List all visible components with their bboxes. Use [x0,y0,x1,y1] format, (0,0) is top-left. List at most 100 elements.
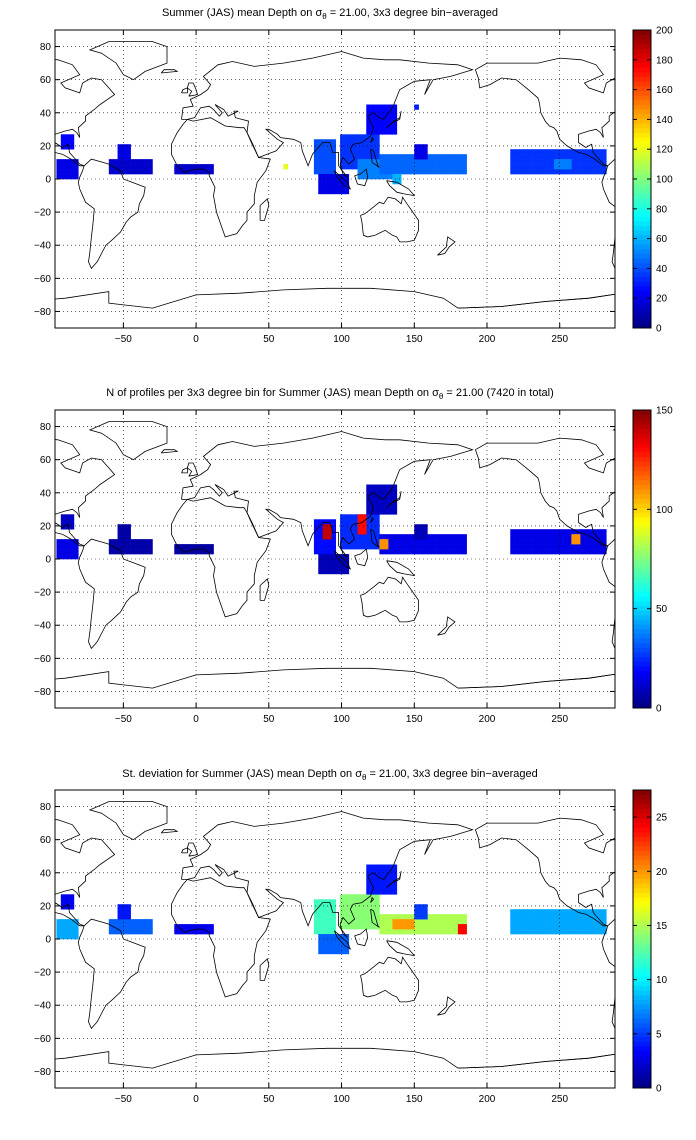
data-cell [532,544,537,550]
data-cell [348,534,354,540]
data-cell [331,919,337,925]
data-cell [113,159,118,165]
data-cell [396,924,402,930]
data-cell [514,534,520,540]
colorbar-segment [633,113,651,119]
data-cell [322,144,328,150]
data-cell [375,889,380,895]
data-cell [113,919,118,925]
data-cell [392,489,398,495]
data-cell [536,529,542,535]
data-cell [523,159,529,165]
data-cell [396,159,402,165]
data-cell [335,559,341,565]
data-cell [510,529,515,535]
data-cell [361,149,367,155]
colorbar-tick-label: 120 [656,145,673,156]
data-cell [383,129,389,135]
data-cell [392,504,398,510]
data-cell [366,919,371,925]
data-cell [60,519,66,525]
data-cell [361,544,367,550]
colorbar-segment [633,272,651,278]
data-cell [553,909,559,915]
data-cell [69,174,75,180]
data-cell [357,169,363,175]
data-cell [427,169,433,175]
data-cell [597,529,603,535]
data-cell [370,544,376,550]
data-cell [148,169,153,175]
data-cell [313,169,319,175]
x-tick-label: 50 [263,1094,275,1105]
y-tick-label: 20 [40,141,52,152]
data-cell [318,188,323,195]
data-cell [571,534,577,540]
colorbar-segment [633,559,651,565]
data-cell [366,909,371,915]
data-cell [440,169,446,175]
data-cell [331,943,337,950]
data-cell [174,169,179,175]
colorbar-segment [633,188,651,194]
data-cell [423,544,428,550]
data-cell [331,188,337,195]
colorbar-segment [633,1013,651,1019]
colorbar-segment [633,428,651,434]
data-cell [357,544,363,550]
data-cell [523,544,529,550]
data-cell [209,549,214,555]
data-cell [536,929,542,935]
coastline [685,830,696,833]
data-cell [357,139,363,145]
data-cell [370,924,376,930]
data-cell [204,549,210,555]
colorbar-segment [633,999,651,1005]
data-cell [313,929,319,935]
data-cell [593,919,598,925]
data-cell [318,139,323,145]
data-cell [143,544,149,550]
data-cell [545,919,550,925]
data-cell [331,924,337,930]
data-cell [370,864,376,870]
colorbar-segment [633,817,651,823]
data-cell [405,544,411,550]
data-cell [178,924,184,930]
data-cell [383,504,389,510]
data-cell [130,549,136,555]
data-cell [580,914,585,920]
data-cell [405,549,411,555]
data-cell [558,159,563,165]
colorbar-segment [633,628,651,634]
colorbar-segment [633,517,651,523]
data-cell [532,539,537,545]
data-cell [388,539,393,545]
colorbar-segment [633,822,651,828]
data-cell [519,909,524,915]
colorbar-segment [633,845,651,851]
data-cell [366,499,371,505]
map-panel-3: −50 0 50 100 150 200 250−80−60−40−200204060800… [34,789,696,1105]
colorbar-segment [633,253,651,259]
data-cell [396,544,402,550]
colorbar-segment [633,966,651,972]
data-cell [148,549,153,555]
data-cell [427,914,433,920]
data-cell [392,924,398,930]
data-cell [73,169,79,175]
data-cell [597,169,603,175]
data-cell [353,529,358,535]
data-cell [353,544,358,550]
colorbar-tick-label: 0 [656,324,662,335]
data-cell [113,929,118,935]
data-cell [562,929,568,935]
data-cell [584,539,590,545]
colorbar-tick-label: 50 [656,604,668,615]
coastline [181,811,474,938]
colorbar-segment [633,901,651,907]
data-cell [449,159,454,165]
data-cell [532,909,537,915]
data-cell [313,914,319,920]
data-cell [523,534,529,540]
